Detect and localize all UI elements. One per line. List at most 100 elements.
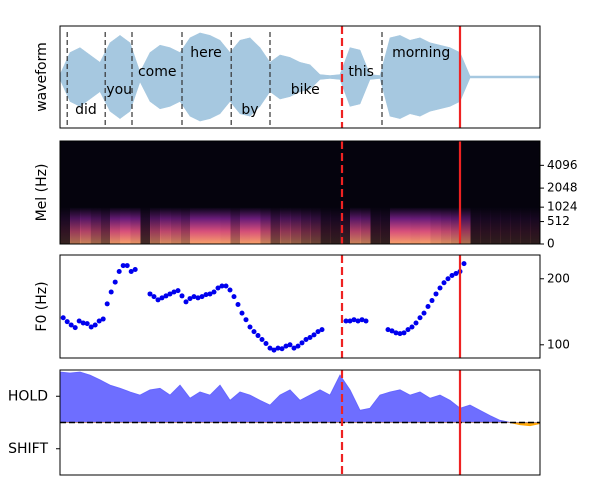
spectrogram-cell [240, 207, 251, 244]
f0-point [64, 319, 70, 325]
spectrogram-cell [60, 207, 71, 244]
spectrogram-cell [80, 207, 91, 244]
f0-point [151, 294, 157, 300]
spectrogram-cell [530, 207, 540, 244]
f0-point [433, 291, 439, 297]
plot-area [60, 26, 540, 128]
spectrogram-cell [460, 207, 471, 244]
spectrogram-cell [410, 207, 421, 244]
f0-point [413, 320, 419, 326]
f0-point [96, 318, 102, 324]
waveform-segment [259, 46, 271, 108]
f0-point [132, 267, 138, 273]
panel-frame [59, 369, 541, 476]
f0-point [363, 318, 369, 324]
y-tick-label: 1024 [547, 200, 578, 214]
f0-point [319, 327, 325, 333]
spectrogram-cell [510, 207, 521, 244]
f0-point [429, 298, 435, 304]
waveform-segment [79, 47, 91, 107]
f0-point [287, 342, 293, 348]
spectrogram-cell [100, 207, 111, 244]
f0-point [195, 295, 201, 301]
spectrogram-cell [330, 207, 341, 244]
spectrogram-cell [200, 207, 211, 244]
f0-point [183, 299, 189, 305]
f0-point [437, 285, 443, 291]
spectrogram-cell [70, 207, 81, 244]
f0-point [247, 324, 253, 330]
y-axis-label: Mel (Hz) [34, 164, 50, 222]
f0-point [275, 345, 281, 351]
spectrogram-cell [260, 207, 271, 244]
word-label: morning [392, 45, 450, 61]
f0-point [393, 330, 399, 336]
f0-point [171, 289, 177, 295]
f0-point [239, 310, 245, 316]
word-label: this [348, 64, 374, 80]
spectrogram-cell [180, 207, 191, 244]
spectrogram-cell [160, 207, 171, 244]
f0-point [76, 318, 82, 324]
panel-frame [59, 254, 541, 359]
f0-point [343, 318, 349, 324]
f0-point [445, 276, 451, 282]
panel-frame [59, 25, 541, 129]
f0-point [191, 294, 197, 300]
f0-point [84, 321, 90, 327]
f0-point [215, 285, 221, 291]
f0-point [385, 327, 391, 333]
spectrogram-cell [120, 207, 131, 244]
plot-area [60, 255, 467, 358]
spectrogram-cell [340, 207, 351, 244]
f0-point [92, 322, 98, 328]
f0-point [243, 317, 249, 323]
f0-point [355, 318, 361, 324]
y-tick-label: HOLD [8, 388, 48, 404]
f0-point [68, 322, 74, 328]
waveform-segment [529, 75, 540, 79]
f0-point [401, 330, 407, 336]
f0-point [116, 269, 122, 275]
f0-point [108, 289, 114, 295]
spectrogram-cell [360, 207, 371, 244]
waveform-segment [109, 34, 121, 120]
f0-point [347, 318, 353, 324]
spectrogram-cell [480, 207, 491, 244]
f0-point [291, 345, 297, 351]
f0-point [88, 324, 94, 330]
spectrogram-cell [450, 207, 461, 244]
f0-point [124, 263, 130, 269]
spectrogram-cell [220, 207, 231, 244]
spectrogram-cell [110, 207, 121, 244]
f0-point [283, 343, 289, 349]
waveform-segment [459, 52, 471, 102]
f0-point [231, 294, 237, 300]
f0-point [219, 283, 225, 289]
f0-point [279, 346, 285, 352]
spectrogram-cell [390, 207, 401, 244]
plot-area [60, 370, 540, 475]
f0-point [351, 317, 357, 323]
f0-point [421, 310, 427, 316]
spectrogram-cell [190, 207, 201, 244]
y-axis-label: waveform [34, 42, 50, 112]
f0-point [128, 269, 134, 275]
f0-point [235, 302, 241, 308]
spectrogram-cell [520, 207, 531, 244]
spectrogram-cell [320, 207, 331, 244]
waveform-segment [89, 54, 101, 100]
f0-point [112, 279, 118, 285]
f0-point [409, 324, 415, 330]
word-label: did [75, 102, 97, 118]
spectrogram-cell [350, 207, 361, 244]
spectrogram-cell [500, 207, 511, 244]
f0-point [295, 343, 301, 349]
spectrogram-cell [290, 207, 301, 244]
spectrogram-cell [440, 207, 451, 244]
area-pos [60, 371, 540, 423]
f0-point [179, 293, 185, 299]
spectrogram-cell [140, 207, 151, 244]
f0-point [271, 347, 277, 353]
y-tick-label: SHIFT [8, 441, 48, 457]
